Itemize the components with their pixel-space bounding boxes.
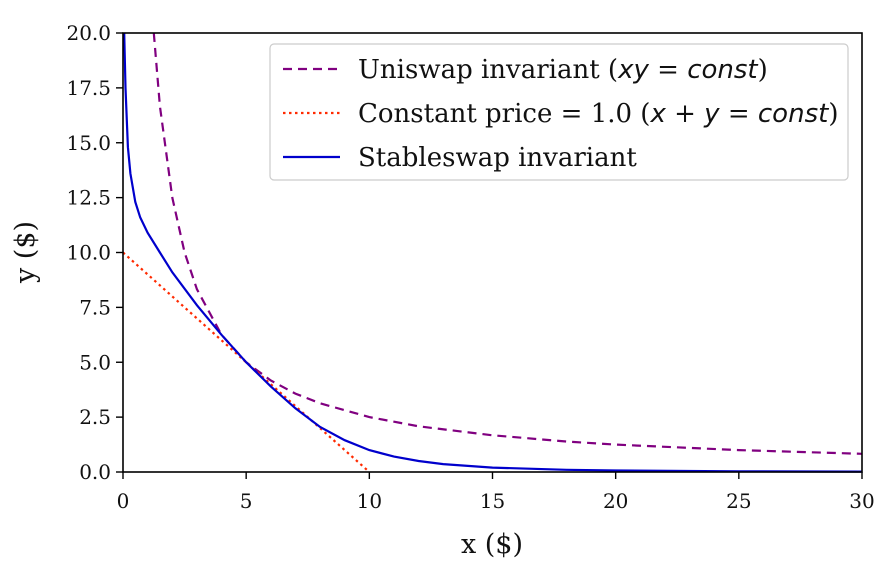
legend-box [269, 43, 849, 181]
y-tick-label: 0.0 [79, 460, 111, 484]
y-tick-label: 17.5 [66, 76, 111, 100]
x-tick-label: 25 [726, 489, 751, 513]
y-axis-label: y ($) [10, 221, 41, 284]
y-tick-label: 7.5 [79, 295, 111, 319]
y-tick-label: 15.0 [66, 131, 111, 155]
series-line-2 [123, 32, 863, 473]
x-tick-label: 10 [357, 489, 382, 513]
plot-frame [122, 32, 863, 473]
legend-label-0: Uniswap invariant (xy = const) [358, 55, 768, 85]
legend: Uniswap invariant (xy = const) Constant p… [269, 43, 849, 181]
x-tick-label: 5 [240, 489, 253, 513]
x-axis-label: x ($) [461, 529, 523, 560]
plot-area [122, 32, 863, 473]
y-tick-label: 20.0 [66, 21, 111, 45]
x-tick-label: 20 [603, 489, 628, 513]
series-line-0 [152, 32, 863, 455]
x-tick-label: 30 [849, 489, 874, 513]
y-tick-label: 12.5 [66, 186, 111, 210]
x-tick-label: 0 [117, 489, 130, 513]
y-tick-label: 2.5 [79, 405, 111, 429]
tick-layer: 0 5 10 15 20 25 30 0.0 2.5 5.0 7.5 10.0 12.5 15.0 17.5… [66, 21, 874, 513]
series-line-1 [122, 251, 371, 473]
y-tick-label: 10.0 [66, 241, 111, 265]
legend-label-1: Constant price = 1.0 (x + y = const) [358, 99, 838, 129]
y-tick-label: 5.0 [79, 350, 111, 374]
x-tick-label: 15 [480, 489, 505, 513]
legend-label-2: Stableswap invariant [358, 143, 637, 173]
